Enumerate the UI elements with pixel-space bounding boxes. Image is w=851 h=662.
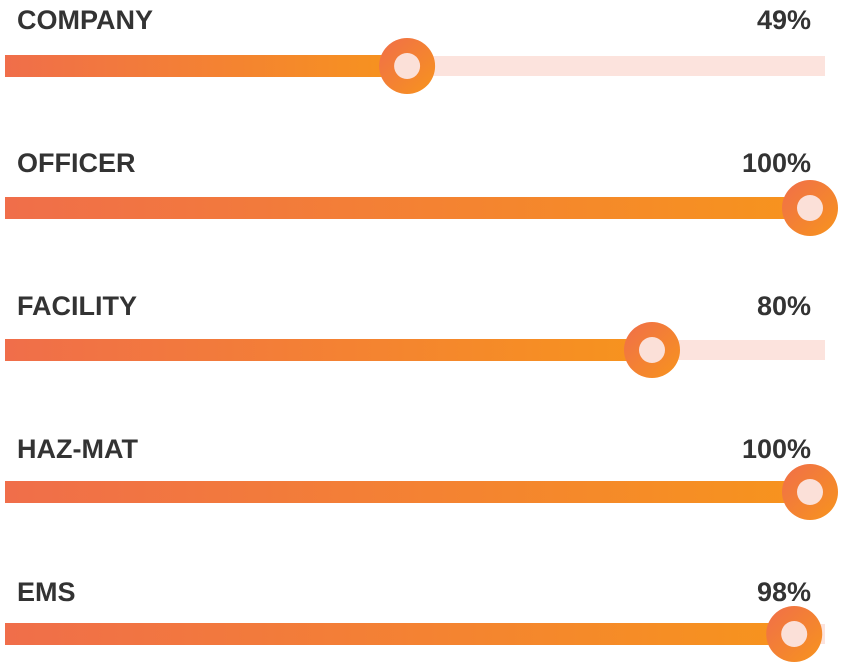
progress-fill — [5, 55, 408, 77]
knob-center — [797, 479, 823, 505]
value-label: 49% — [757, 5, 811, 35]
progress-fill — [5, 623, 795, 645]
value-label: 98% — [757, 577, 811, 607]
row-label: OFFICER — [17, 148, 136, 178]
progress-fill — [5, 481, 810, 503]
value-label: 100% — [742, 148, 811, 178]
row-label: HAZ-MAT — [17, 434, 138, 464]
progress-fill — [5, 339, 652, 361]
value-label: 100% — [742, 434, 811, 464]
row-label: COMPANY — [17, 5, 153, 35]
knob-center — [797, 195, 823, 221]
row-label: EMS — [17, 577, 76, 607]
value-label: 80% — [757, 291, 811, 321]
knob-center — [781, 621, 808, 647]
knob-center — [639, 337, 665, 363]
row-label: FACILITY — [17, 291, 137, 321]
progress-fill — [5, 197, 810, 219]
knob-center — [394, 53, 421, 79]
